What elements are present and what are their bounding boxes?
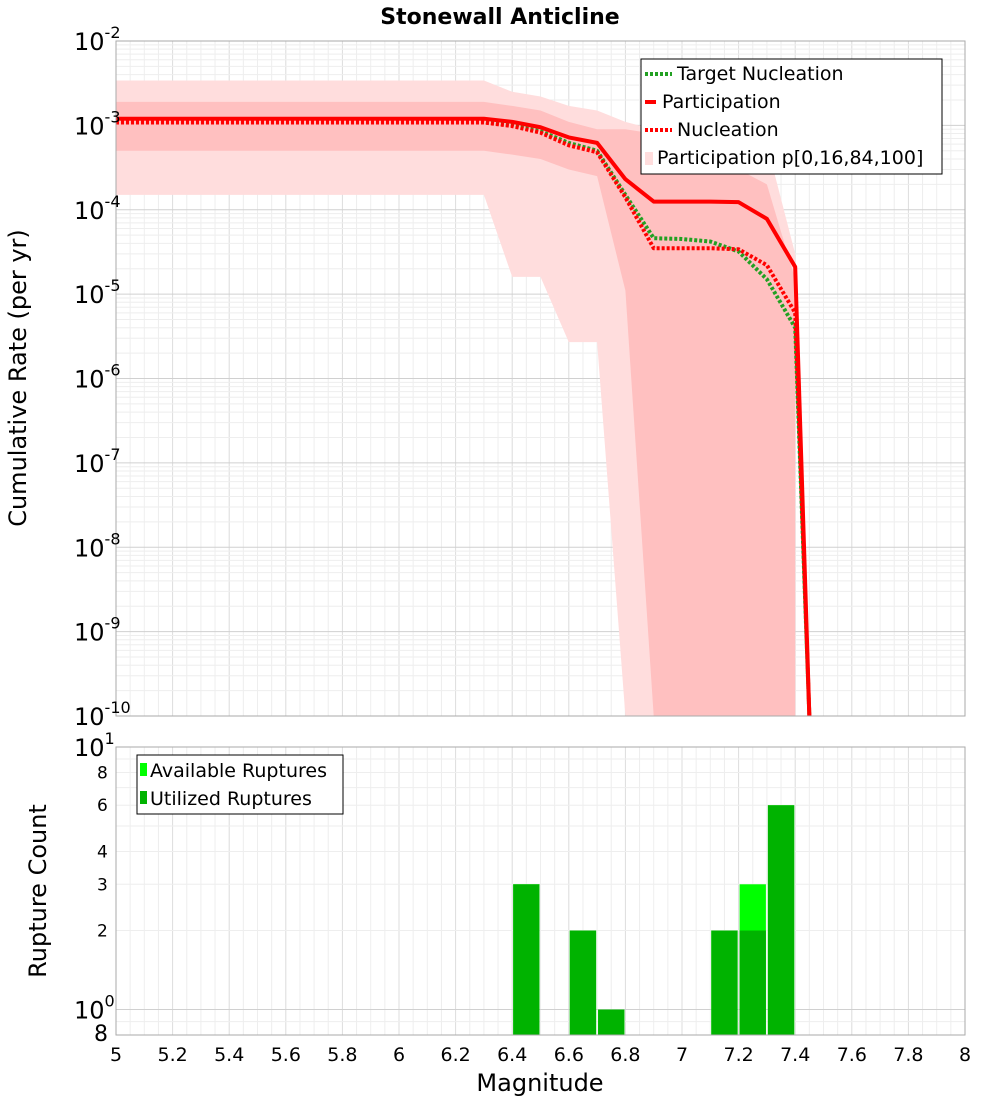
rate-y-tick-label: 10-6 xyxy=(74,361,121,394)
x-tick-label: 7 xyxy=(676,1044,688,1066)
x-tick-label: 5.4 xyxy=(214,1044,244,1066)
utilized-rupture-bar xyxy=(711,930,738,1035)
legend-label-nucleation: Nucleation xyxy=(677,119,779,141)
x-tick-label: 5 xyxy=(110,1044,122,1066)
rate-legend: Target Nucleation Participation Nucleati… xyxy=(640,58,943,175)
count-y-tick-label: 4 xyxy=(97,842,108,862)
x-tick-label: 5.6 xyxy=(271,1044,301,1066)
x-tick-label: 6.8 xyxy=(610,1044,640,1066)
rate-y-tick-label: 10-9 xyxy=(74,614,121,647)
utilized-rupture-bar xyxy=(513,884,540,1035)
x-tick-label: 7.2 xyxy=(723,1044,753,1066)
rate-panel: 10-2 10-3 10-4 10-5 10-6 10-7 10-8 10-9 10-10 Cu… xyxy=(4,23,966,731)
count-y-tick-label: 101 xyxy=(74,729,115,762)
x-tick-label: 7.4 xyxy=(780,1044,810,1066)
x-tick-label: 5.2 xyxy=(157,1044,187,1066)
rate-y-tick-label: 10-10 xyxy=(74,698,131,731)
x-tick-label: 6.2 xyxy=(440,1044,470,1066)
legend-label-target-nucleation: Target Nucleation xyxy=(676,63,844,85)
count-y-tick-label: 8 xyxy=(97,763,108,783)
legend-swatch-participation-band xyxy=(645,152,653,165)
utilized-rupture-bar xyxy=(598,1009,625,1035)
x-axis-label: Magnitude xyxy=(476,1069,603,1097)
legend-swatch-available xyxy=(140,763,147,776)
count-plot-frame xyxy=(115,746,966,1036)
x-tick-label: 6 xyxy=(393,1044,405,1066)
count-legend-box xyxy=(136,754,344,815)
legend-label-available: Available Ruptures xyxy=(150,760,327,782)
x-tick-label: 6.6 xyxy=(554,1044,584,1066)
utilized-rupture-bar xyxy=(569,930,597,1035)
rate-lines xyxy=(116,116,812,717)
legend-label-utilized: Utilized Ruptures xyxy=(150,788,312,810)
series-line-participation xyxy=(116,116,812,717)
x-tick-label: 7.8 xyxy=(893,1044,923,1066)
rate-y-tick-label: 10-2 xyxy=(74,23,121,56)
series-line-nucleation xyxy=(116,120,812,717)
rate-y-tick-label: 10-5 xyxy=(74,276,121,309)
rate-y-tick-label: 10-3 xyxy=(74,107,121,140)
count-y-tick-label: 100 xyxy=(74,992,115,1025)
count-y-tick-label: 2 xyxy=(97,922,108,942)
legend-label-participation: Participation xyxy=(662,91,781,113)
count-y-tick-label: 3 xyxy=(97,875,108,895)
x-tick-label: 8 xyxy=(959,1044,971,1066)
chart-title: Stonewall Anticline xyxy=(380,5,619,30)
count-y-axis-label: Rupture Count xyxy=(24,804,52,978)
band-1 xyxy=(116,101,796,716)
rate-plot-frame xyxy=(115,40,966,717)
x-tick-label: 7.6 xyxy=(837,1044,867,1066)
count-y-tick-label: 6 xyxy=(97,796,108,816)
count-legend: Available Ruptures Utilized Ruptures xyxy=(136,754,344,815)
rate-y-tick-label: 10-4 xyxy=(74,192,121,225)
participation-bands xyxy=(116,80,796,716)
legend-label-participation-band: Participation p[0,16,84,100] xyxy=(657,147,923,169)
count-x-ticks: 5 5.2 5.4 5.6 5.8 6 6.2 6.4 6.6 6.8 7 7.2 7.4 7.6 7.8 8 xyxy=(110,1044,971,1066)
count-y-tick-label: 8 xyxy=(94,1022,108,1047)
rate-y-tick-label: 10-7 xyxy=(74,445,121,478)
utilized-rupture-bar xyxy=(767,805,795,1035)
x-tick-label: 6.4 xyxy=(497,1044,527,1066)
rate-y-axis-label: Cumulative Rate (per yr) xyxy=(4,229,32,527)
count-bars xyxy=(513,805,795,1035)
rate-legend-box xyxy=(640,58,943,175)
rate-y-tick-label: 10-8 xyxy=(74,529,121,562)
legend-swatch-utilized xyxy=(140,791,147,804)
utilized-rupture-bar xyxy=(739,930,766,1035)
x-tick-label: 5.8 xyxy=(327,1044,357,1066)
